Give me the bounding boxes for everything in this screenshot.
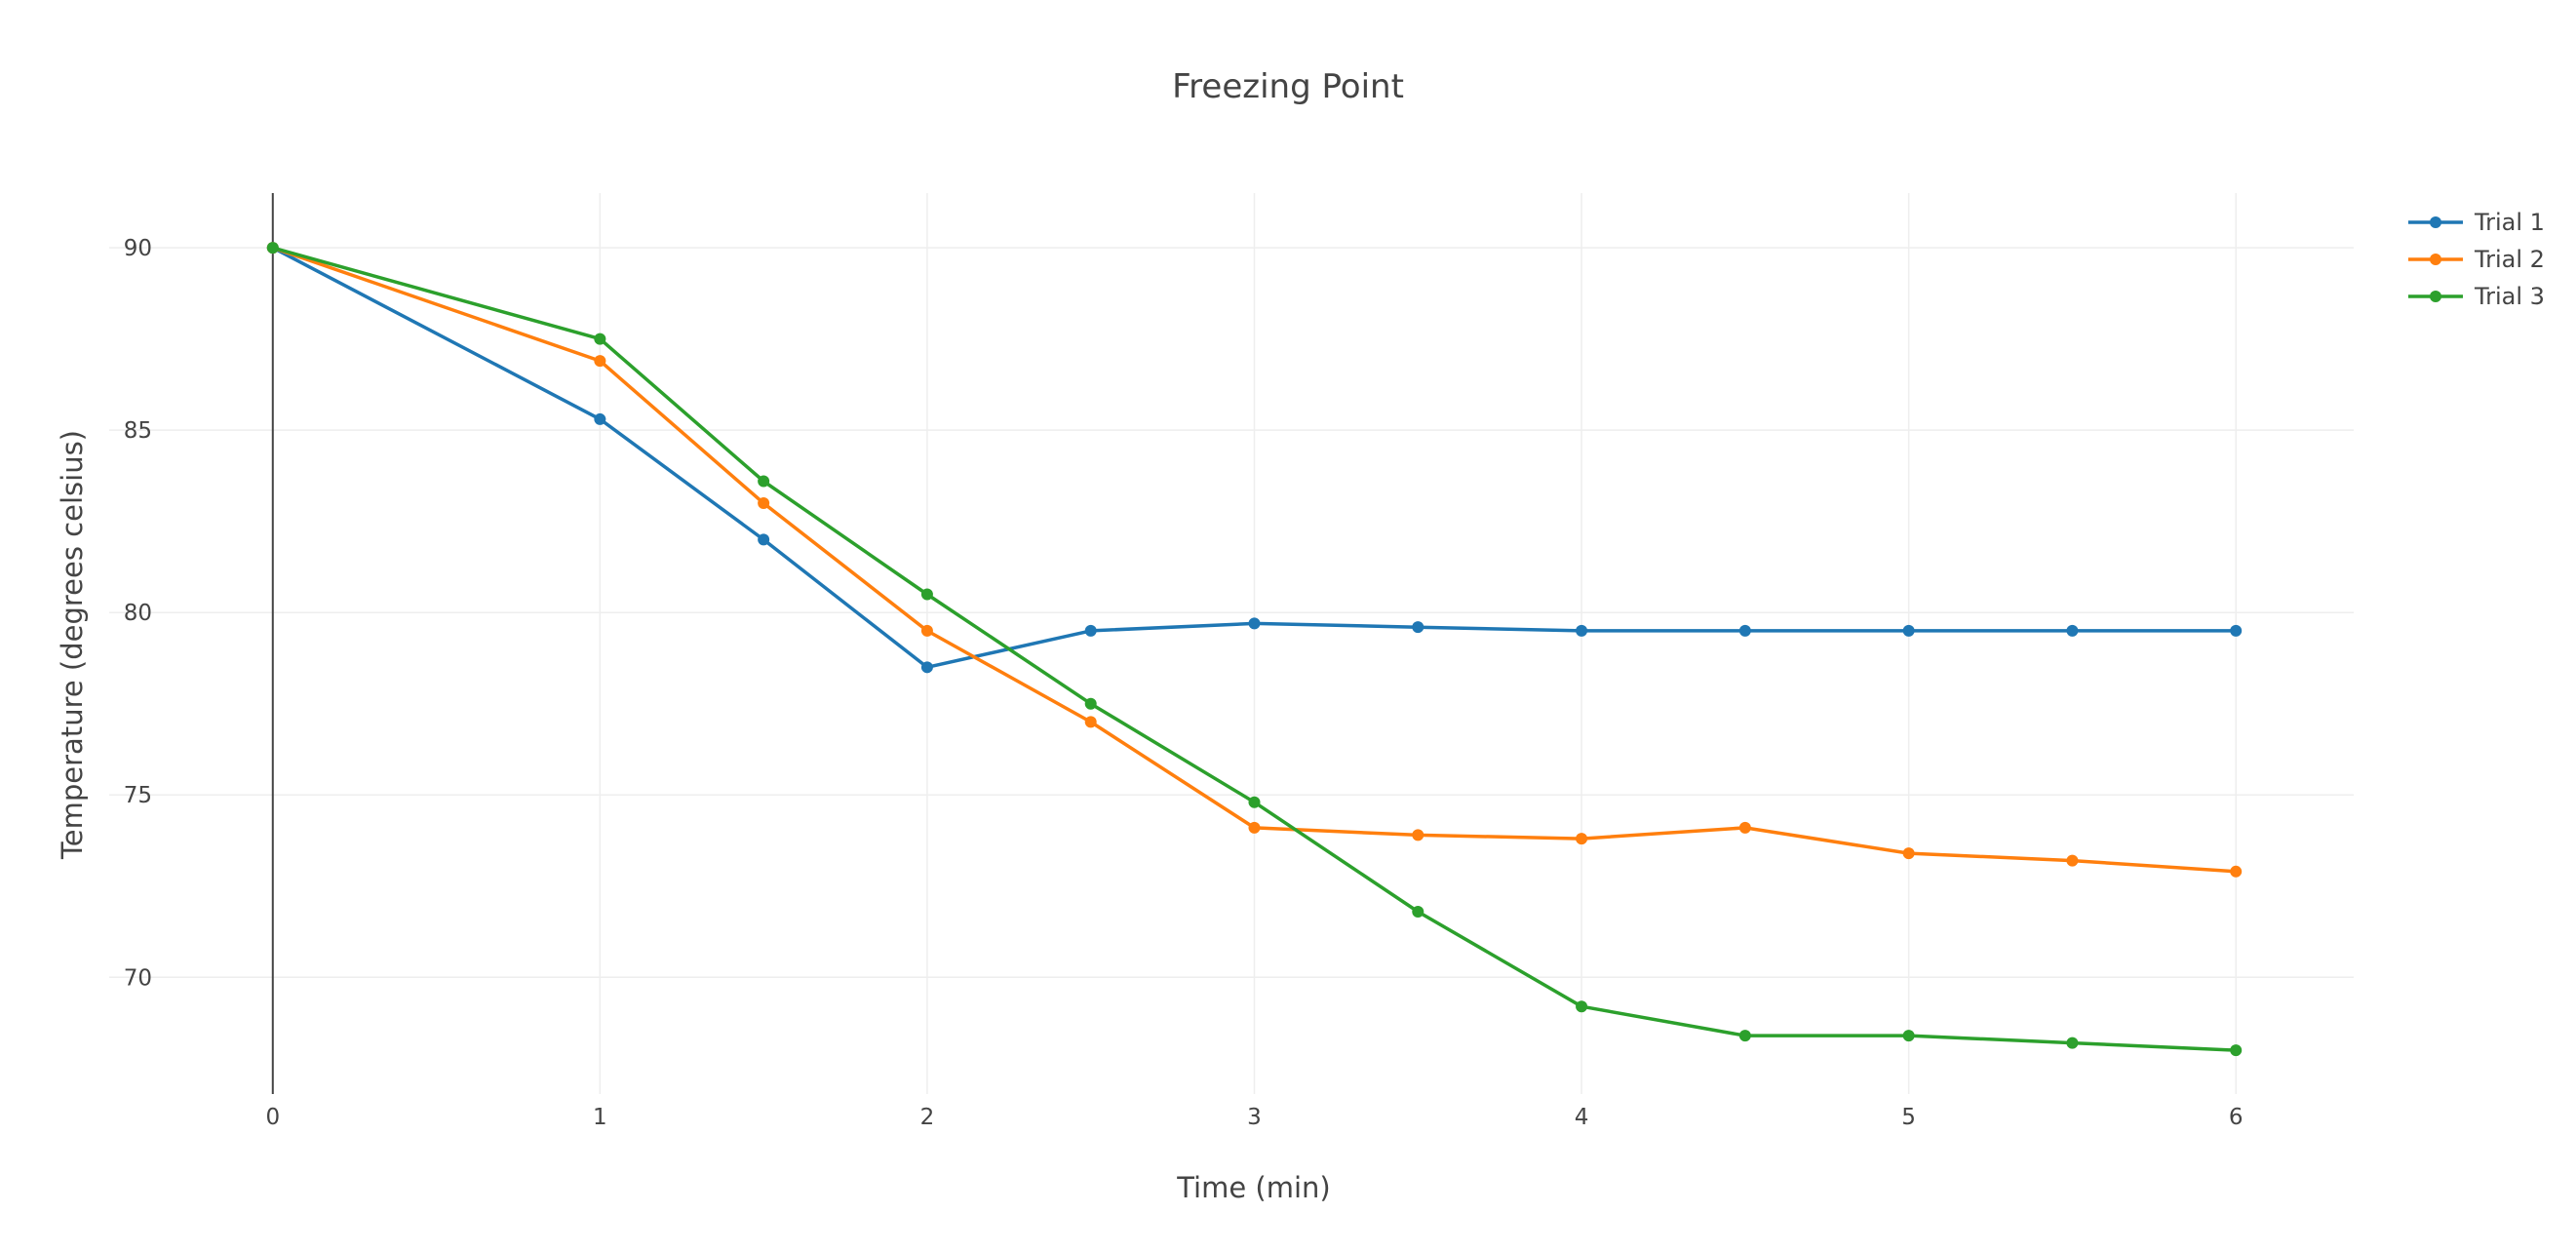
x-tick-label: 2 <box>920 1105 935 1130</box>
data-point <box>1576 1000 1588 1013</box>
series-3 <box>266 242 2243 1057</box>
data-point <box>1412 905 1425 918</box>
data-point <box>2230 1044 2243 1057</box>
data-point <box>1248 617 1261 630</box>
data-point <box>1902 847 1915 860</box>
series-layer <box>266 242 2243 1057</box>
legend-item[interactable]: Trial 2 <box>2408 246 2545 273</box>
data-point <box>1412 829 1425 841</box>
data-point <box>1738 1030 1751 1042</box>
y-tick-label: 70 <box>124 965 152 991</box>
data-point <box>920 661 933 674</box>
y-tick-label: 80 <box>124 601 152 626</box>
x-tick-label: 6 <box>2229 1105 2244 1130</box>
legend-label: Trial 3 <box>2474 283 2545 310</box>
series-2 <box>266 242 2243 878</box>
data-point <box>1084 716 1097 728</box>
data-point <box>1576 624 1588 637</box>
legend-item[interactable]: Trial 1 <box>2408 209 2545 236</box>
legend-label: Trial 1 <box>2474 209 2545 236</box>
data-point <box>1738 821 1751 834</box>
y-axis-title: Temperature (degrees celsius) <box>56 430 89 860</box>
data-point <box>2066 854 2079 867</box>
chart-title: Freezing Point <box>1172 67 1404 106</box>
legend-swatch-marker <box>2430 291 2441 302</box>
data-point <box>758 475 770 488</box>
x-tick-label: 5 <box>1901 1105 1916 1130</box>
x-tick-label: 4 <box>1575 1105 1589 1130</box>
x-tick-label: 0 <box>265 1105 280 1130</box>
y-tick-label: 75 <box>124 783 152 808</box>
data-point <box>2066 624 2079 637</box>
data-point <box>2066 1037 2079 1049</box>
x-axis-title: Time (min) <box>1176 1171 1331 1204</box>
data-point <box>1084 624 1097 637</box>
series-line <box>271 246 2238 1052</box>
legend: Trial 1 Trial 2 Trial 3 <box>2408 209 2545 310</box>
data-point <box>266 242 279 254</box>
data-point <box>1738 624 1751 637</box>
data-point <box>1084 697 1097 710</box>
data-point <box>1248 796 1261 808</box>
gridlines <box>109 193 2354 1094</box>
data-point <box>2230 624 2243 637</box>
data-point <box>1248 821 1261 834</box>
data-point <box>920 624 933 637</box>
legend-label: Trial 2 <box>2474 246 2545 273</box>
y-tick-label: 90 <box>124 236 152 261</box>
data-point <box>1576 833 1588 845</box>
data-point <box>594 333 606 345</box>
data-point <box>2230 865 2243 878</box>
y-tick-label: 85 <box>124 418 152 444</box>
series-line <box>271 246 2238 670</box>
legend-item[interactable]: Trial 3 <box>2408 283 2545 310</box>
data-point <box>594 412 606 425</box>
data-point <box>920 588 933 601</box>
series-line <box>271 246 2238 874</box>
data-point <box>1902 1030 1915 1042</box>
data-point <box>1412 621 1425 634</box>
x-tick-label: 1 <box>593 1105 607 1130</box>
tick-labels: 0 1 2 3 4 5 6 70 75 80 85 90 <box>124 236 2244 1130</box>
legend-swatch-marker <box>2430 216 2441 228</box>
data-point <box>758 533 770 546</box>
x-tick-label: 3 <box>1247 1105 1262 1130</box>
data-point <box>758 496 770 509</box>
data-point <box>1902 624 1915 637</box>
data-point <box>594 355 606 368</box>
legend-swatch-marker <box>2430 254 2441 265</box>
